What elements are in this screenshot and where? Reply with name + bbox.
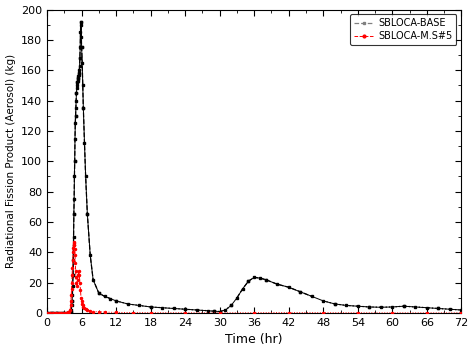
SBLOCA-BASE [246,279,251,283]
SBLOCA-BASE [72,174,77,178]
Line: SBLOCA-BASE: SBLOCA-BASE [46,21,462,314]
X-axis label: Time (hr): Time (hr) [226,333,283,346]
SBLOCA-BASE [458,308,464,312]
SBLOCA-BASE [44,310,50,315]
SBLOCA-BASE [73,114,78,118]
Legend: SBLOCA-BASE, SBLOCA-M.S#5: SBLOCA-BASE, SBLOCA-M.S#5 [350,14,456,45]
Y-axis label: Radiational Fission Product (Aerosol) (kg): Radiational Fission Product (Aerosol) (k… [6,54,16,268]
SBLOCA-BASE [80,83,86,88]
SBLOCA-BASE [71,235,76,239]
SBLOCA-BASE [78,20,83,24]
SBLOCA-BASE [79,35,84,39]
